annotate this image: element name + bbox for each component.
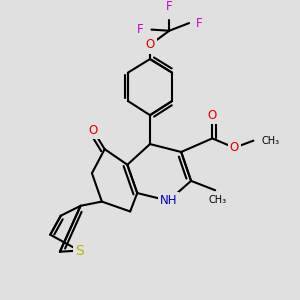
Text: O: O (146, 38, 154, 51)
Text: O: O (230, 141, 239, 154)
Text: F: F (166, 0, 172, 13)
Text: CH₃: CH₃ (262, 136, 280, 146)
Text: CH₃: CH₃ (208, 195, 226, 205)
Text: F: F (196, 16, 203, 30)
Text: O: O (208, 109, 217, 122)
Text: O: O (89, 124, 98, 137)
Text: S: S (75, 244, 83, 258)
Text: F: F (137, 23, 143, 36)
Text: NH: NH (160, 194, 177, 207)
